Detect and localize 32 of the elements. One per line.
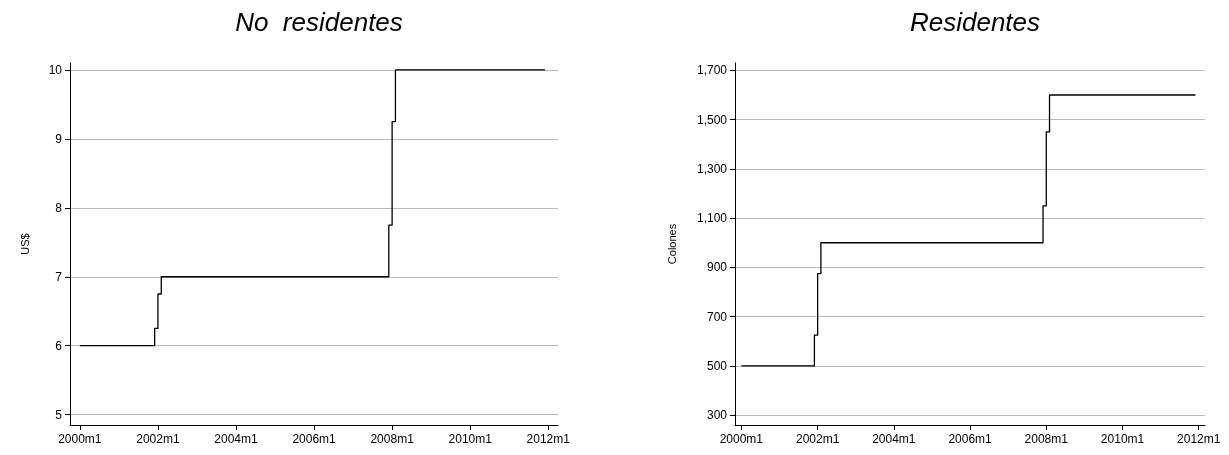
y-tick-label: 10 bbox=[48, 62, 63, 77]
x-tick-label: 2008m1 bbox=[370, 432, 415, 446]
y-tick-label: 7 bbox=[55, 269, 63, 284]
y-tick-label: 6 bbox=[55, 338, 63, 353]
x-tick-label: 2002m1 bbox=[795, 432, 840, 446]
x-tick-label: 2004m1 bbox=[214, 432, 258, 446]
x-tick-label: 2004m1 bbox=[872, 432, 916, 446]
x-tick-label: 2002m1 bbox=[136, 432, 180, 446]
x-tick-label: 2012m1 bbox=[1177, 432, 1221, 446]
x-tick-label: 2006m1 bbox=[948, 432, 993, 446]
y-tick-label: 1,300 bbox=[696, 161, 728, 176]
y-tick-label: 1,500 bbox=[696, 112, 728, 127]
x-tick-label: 2000m1 bbox=[58, 432, 102, 446]
x-tick-label: 2012m1 bbox=[526, 432, 571, 446]
y-axis-title: US$ bbox=[18, 233, 31, 255]
y-tick-label: 5 bbox=[55, 407, 63, 422]
y-tick-label: 900 bbox=[706, 260, 728, 275]
y-tick-label: 9 bbox=[55, 131, 63, 146]
y-axis-title: Colones bbox=[665, 223, 678, 265]
x-tick-label: 2010m1 bbox=[448, 432, 493, 446]
y-tick-label: 500 bbox=[706, 358, 728, 373]
x-tick-label: 2008m1 bbox=[1024, 432, 1069, 446]
y-tick-label: 1,700 bbox=[696, 63, 728, 78]
y-tick-label: 8 bbox=[55, 200, 63, 215]
x-tick-label: 2006m1 bbox=[292, 432, 337, 446]
y-tick-label: 1,100 bbox=[696, 211, 728, 226]
chart-title: Residentes bbox=[909, 7, 1041, 37]
y-tick-label: 700 bbox=[706, 309, 728, 324]
x-tick-label: 2000m1 bbox=[719, 432, 764, 446]
x-tick-label: 2010m1 bbox=[1100, 432, 1145, 446]
y-tick-label: 300 bbox=[706, 408, 728, 423]
chart-title: No residentes bbox=[235, 7, 403, 37]
